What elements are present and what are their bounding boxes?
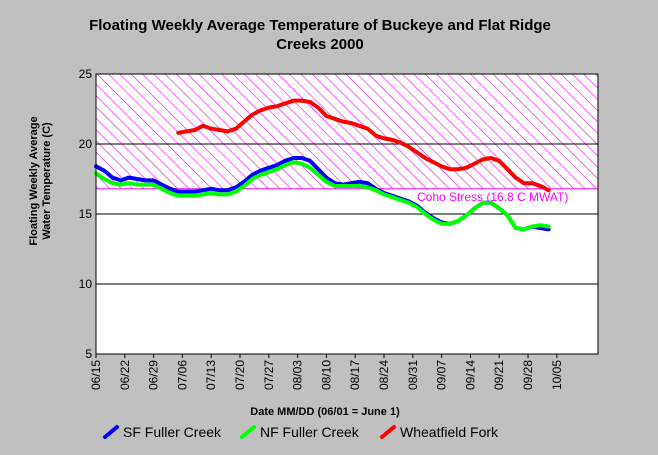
legend-swatch-2 xyxy=(240,425,256,439)
stress-band-label: Coho Stress (16.8 C MWAT) xyxy=(417,190,568,204)
chart-title-line-1: Floating Weekly Average Temperature of B… xyxy=(89,17,551,34)
x-tick-label-09/07: 09/07 xyxy=(435,360,449,390)
y-tick-label-25: 25 xyxy=(79,67,93,81)
x-tick-label-08/24: 08/24 xyxy=(377,360,391,390)
x-tick-label-09/28: 09/28 xyxy=(521,360,535,390)
y-tick-label-10: 10 xyxy=(79,277,93,291)
x-tick-label-08/31: 08/31 xyxy=(406,360,420,390)
x-tick-label-06/29: 06/29 xyxy=(147,360,161,390)
x-tick-label-10/05: 10/05 xyxy=(550,360,564,390)
x-tick-label-08/10: 08/10 xyxy=(319,360,333,390)
legend-label-1: SF Fuller Creek xyxy=(123,424,222,440)
x-tick-label-07/06: 07/06 xyxy=(175,360,189,390)
y-axis-label-line-2: Water Temperature (C) xyxy=(41,122,53,240)
coho-stress-band xyxy=(95,73,599,190)
x-tick-label-08/17: 08/17 xyxy=(348,360,362,390)
x-tick-label-07/13: 07/13 xyxy=(204,360,218,390)
x-tick-label-06/15: 06/15 xyxy=(89,360,103,390)
x-tick-label-07/20: 07/20 xyxy=(233,360,247,390)
plot-frame xyxy=(95,73,599,355)
y-axis-label-line-1: Floating Weekly Average xyxy=(28,116,40,245)
y-tick-label-15: 15 xyxy=(79,207,93,221)
x-tick-label-09/21: 09/21 xyxy=(492,360,506,390)
y-tick-label-5: 5 xyxy=(85,347,92,361)
series-line-wheatfield-fork xyxy=(176,98,551,193)
legend-label-2: NF Fuller Creek xyxy=(260,424,360,440)
series-line-nf-fuller-creek xyxy=(94,160,551,232)
x-axis-label: Date MM/DD (06/01 = June 1) xyxy=(250,406,400,418)
chart-title-line-2: Creeks 2000 xyxy=(276,36,364,53)
x-tick-label-06/22: 06/22 xyxy=(118,360,132,390)
legend-swatch-1 xyxy=(103,425,119,439)
x-tick-label-07/27: 07/27 xyxy=(262,360,276,390)
legend-label-3: Wheatfield Fork xyxy=(400,424,499,440)
x-tick-label-09/14: 09/14 xyxy=(463,360,477,390)
x-tick-label-08/03: 08/03 xyxy=(291,360,305,390)
legend-swatch-3 xyxy=(380,425,396,439)
y-tick-label-20: 20 xyxy=(79,137,93,151)
